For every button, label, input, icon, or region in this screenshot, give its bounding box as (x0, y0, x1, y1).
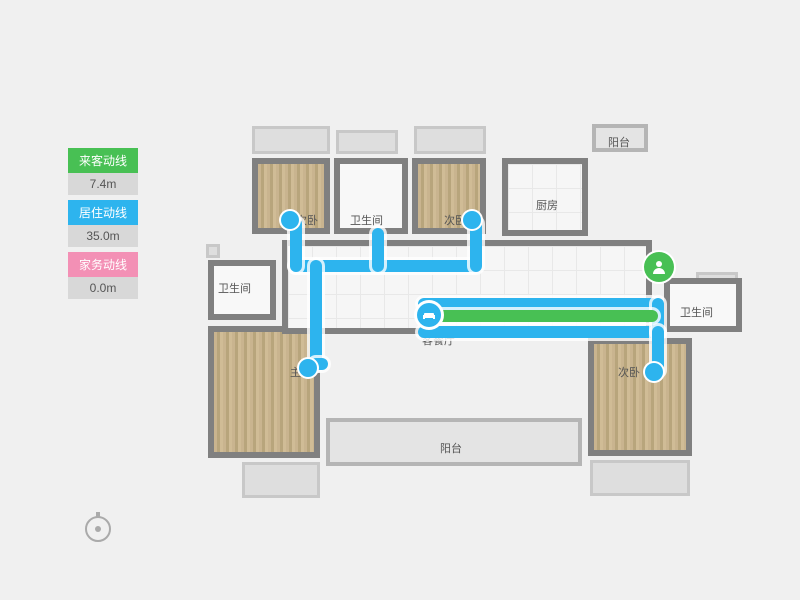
room-label: 次卧 (618, 364, 640, 380)
exterior-protrusion (206, 244, 220, 258)
floor (214, 332, 314, 452)
canvas: 来客动线7.4m居住动线35.0m家务动线0.0m 次卧卫生间次卧厨房卫生间主卧… (0, 0, 800, 600)
legend-value: 35.0m (68, 225, 138, 247)
exterior-protrusion (242, 462, 320, 498)
exterior-protrusion (252, 126, 330, 154)
floor (594, 344, 686, 450)
legend-value: 7.4m (68, 173, 138, 195)
flow-node (645, 363, 663, 381)
flow-segment (372, 228, 384, 272)
room-label: 卫生间 (350, 212, 383, 228)
entrance-icon (644, 252, 674, 282)
exterior-protrusion (590, 460, 690, 496)
room-label: 阳台 (608, 134, 630, 150)
legend-value: 0.0m (68, 277, 138, 299)
flow-node (299, 359, 317, 377)
room-label: 阳台 (440, 440, 462, 456)
flow-node (463, 211, 481, 229)
flow-node (281, 211, 299, 229)
room-label: 卫生间 (218, 280, 251, 296)
room-label: 卫生间 (680, 304, 713, 320)
flow-segment (428, 310, 658, 322)
room-次卧3 (588, 338, 692, 456)
exterior-protrusion (414, 126, 486, 154)
center-node-icon (417, 303, 441, 327)
legend-item: 家务动线0.0m (68, 252, 138, 299)
room-label: 厨房 (536, 197, 558, 213)
legend-item: 居住动线35.0m (68, 200, 138, 247)
legend-label: 家务动线 (68, 252, 138, 277)
legend-label: 居住动线 (68, 200, 138, 225)
legend-label: 来客动线 (68, 148, 138, 173)
flow-segment (418, 326, 664, 338)
flow-segment (418, 298, 658, 310)
room-主卧 (208, 326, 320, 458)
exterior-protrusion (336, 130, 398, 154)
legend-item: 来客动线7.4m (68, 148, 138, 195)
flow-segment (310, 260, 322, 370)
compass-icon (80, 508, 116, 549)
